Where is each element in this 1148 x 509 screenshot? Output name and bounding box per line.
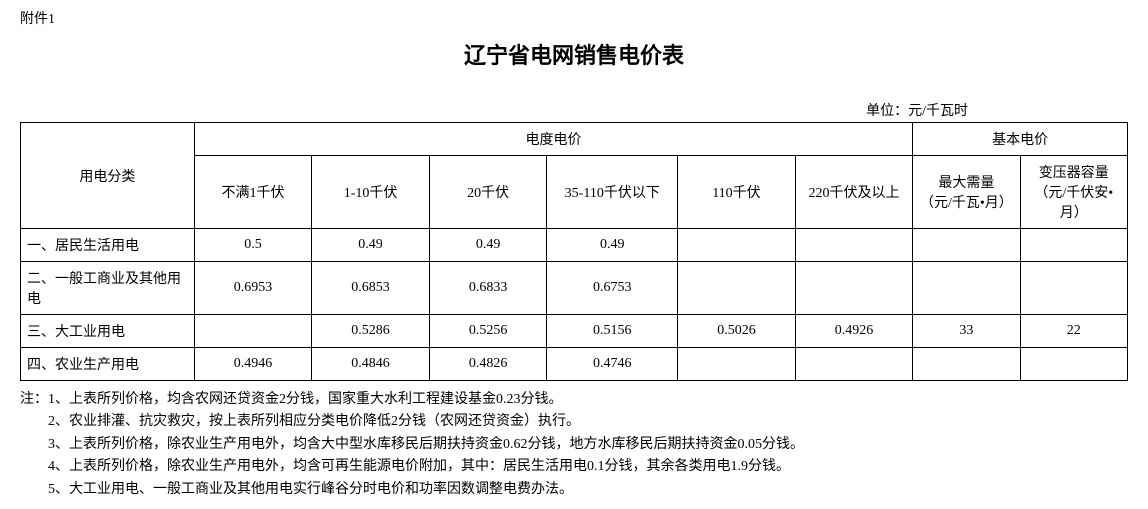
cell: 0.49 — [312, 229, 430, 262]
row-label: 四、农业生产用电 — [21, 348, 195, 381]
unit-label: 单位：元/千瓦时 — [20, 100, 1128, 120]
th-voltage: 1-10千伏 — [312, 156, 430, 229]
row-label: 一、居民生活用电 — [21, 229, 195, 262]
table-row: 二、一般工商业及其他用电 0.6953 0.6853 0.6833 0.6753 — [21, 262, 1128, 315]
cell: 0.4926 — [795, 315, 913, 348]
cell: 0.6833 — [429, 262, 547, 315]
cell: 0.5256 — [429, 315, 547, 348]
cell: 0.5026 — [678, 315, 796, 348]
cell — [913, 262, 1020, 315]
cell: 0.4826 — [429, 348, 547, 381]
cell — [913, 229, 1020, 262]
cell: 0.4946 — [194, 348, 312, 381]
cell: 0.6853 — [312, 262, 430, 315]
cell — [678, 229, 796, 262]
row-label: 二、一般工商业及其他用电 — [21, 262, 195, 315]
cell — [795, 348, 913, 381]
cell — [1020, 229, 1127, 262]
th-basic: 最大需量（元/千瓦•月） — [913, 156, 1020, 229]
th-voltage: 20千伏 — [429, 156, 547, 229]
note-line: 5、大工业用电、一般工商业及其他用电实行峰谷分时电价和功率因数调整电费办法。 — [20, 479, 1128, 501]
cell — [678, 262, 796, 315]
table-row: 三、大工业用电 0.5286 0.5256 0.5156 0.5026 0.49… — [21, 315, 1128, 348]
th-energy-group: 电度电价 — [194, 123, 913, 156]
th-voltage: 不满1千伏 — [194, 156, 312, 229]
row-label: 三、大工业用电 — [21, 315, 195, 348]
th-voltage: 35-110千伏以下 — [547, 156, 678, 229]
note-line: 4、上表所列价格，除农业生产用电外，均含可再生能源电价附加，其中：居民生活用电0… — [20, 456, 1128, 478]
table-row: 一、居民生活用电 0.5 0.49 0.49 0.49 — [21, 229, 1128, 262]
attachment-label: 附件1 — [20, 8, 1128, 28]
notes-block: 注：1、上表所列价格，均含农网还贷资金2分钱，国家重大水利工程建设基金0.23分… — [20, 389, 1128, 501]
th-category: 用电分类 — [21, 123, 195, 229]
cell — [194, 315, 312, 348]
cell — [913, 348, 1020, 381]
page-title: 辽宁省电网销售电价表 — [20, 38, 1128, 70]
cell — [1020, 262, 1127, 315]
cell — [795, 262, 913, 315]
cell: 0.4846 — [312, 348, 430, 381]
th-voltage: 110千伏 — [678, 156, 796, 229]
cell: 0.49 — [429, 229, 547, 262]
cell: 33 — [913, 315, 1020, 348]
table-row: 四、农业生产用电 0.4946 0.4846 0.4826 0.4746 — [21, 348, 1128, 381]
th-basic-group: 基本电价 — [913, 123, 1128, 156]
note-line: 2、农业排灌、抗灾救灾，按上表所列相应分类电价降低2分钱（农网还贷资金）执行。 — [20, 411, 1128, 433]
note-line: 注：1、上表所列价格，均含农网还贷资金2分钱，国家重大水利工程建设基金0.23分… — [20, 389, 1128, 411]
cell — [1020, 348, 1127, 381]
cell: 22 — [1020, 315, 1127, 348]
th-basic: 变压器容量（元/千伏安•月） — [1020, 156, 1127, 229]
cell: 0.6753 — [547, 262, 678, 315]
cell: 0.5 — [194, 229, 312, 262]
cell: 0.4746 — [547, 348, 678, 381]
cell — [795, 229, 913, 262]
cell: 0.5156 — [547, 315, 678, 348]
price-table-body: 一、居民生活用电 0.5 0.49 0.49 0.49 二、一般工商业及其他用电… — [21, 229, 1128, 381]
price-table: 用电分类 电度电价 基本电价 不满1千伏 1-10千伏 20千伏 35-110千… — [20, 122, 1128, 381]
cell: 0.5286 — [312, 315, 430, 348]
th-voltage: 220千伏及以上 — [795, 156, 913, 229]
cell: 0.6953 — [194, 262, 312, 315]
cell — [678, 348, 796, 381]
cell: 0.49 — [547, 229, 678, 262]
note-line: 3、上表所列价格，除农业生产用电外，均含大中型水库移民后期扶持资金0.62分钱，… — [20, 434, 1128, 456]
